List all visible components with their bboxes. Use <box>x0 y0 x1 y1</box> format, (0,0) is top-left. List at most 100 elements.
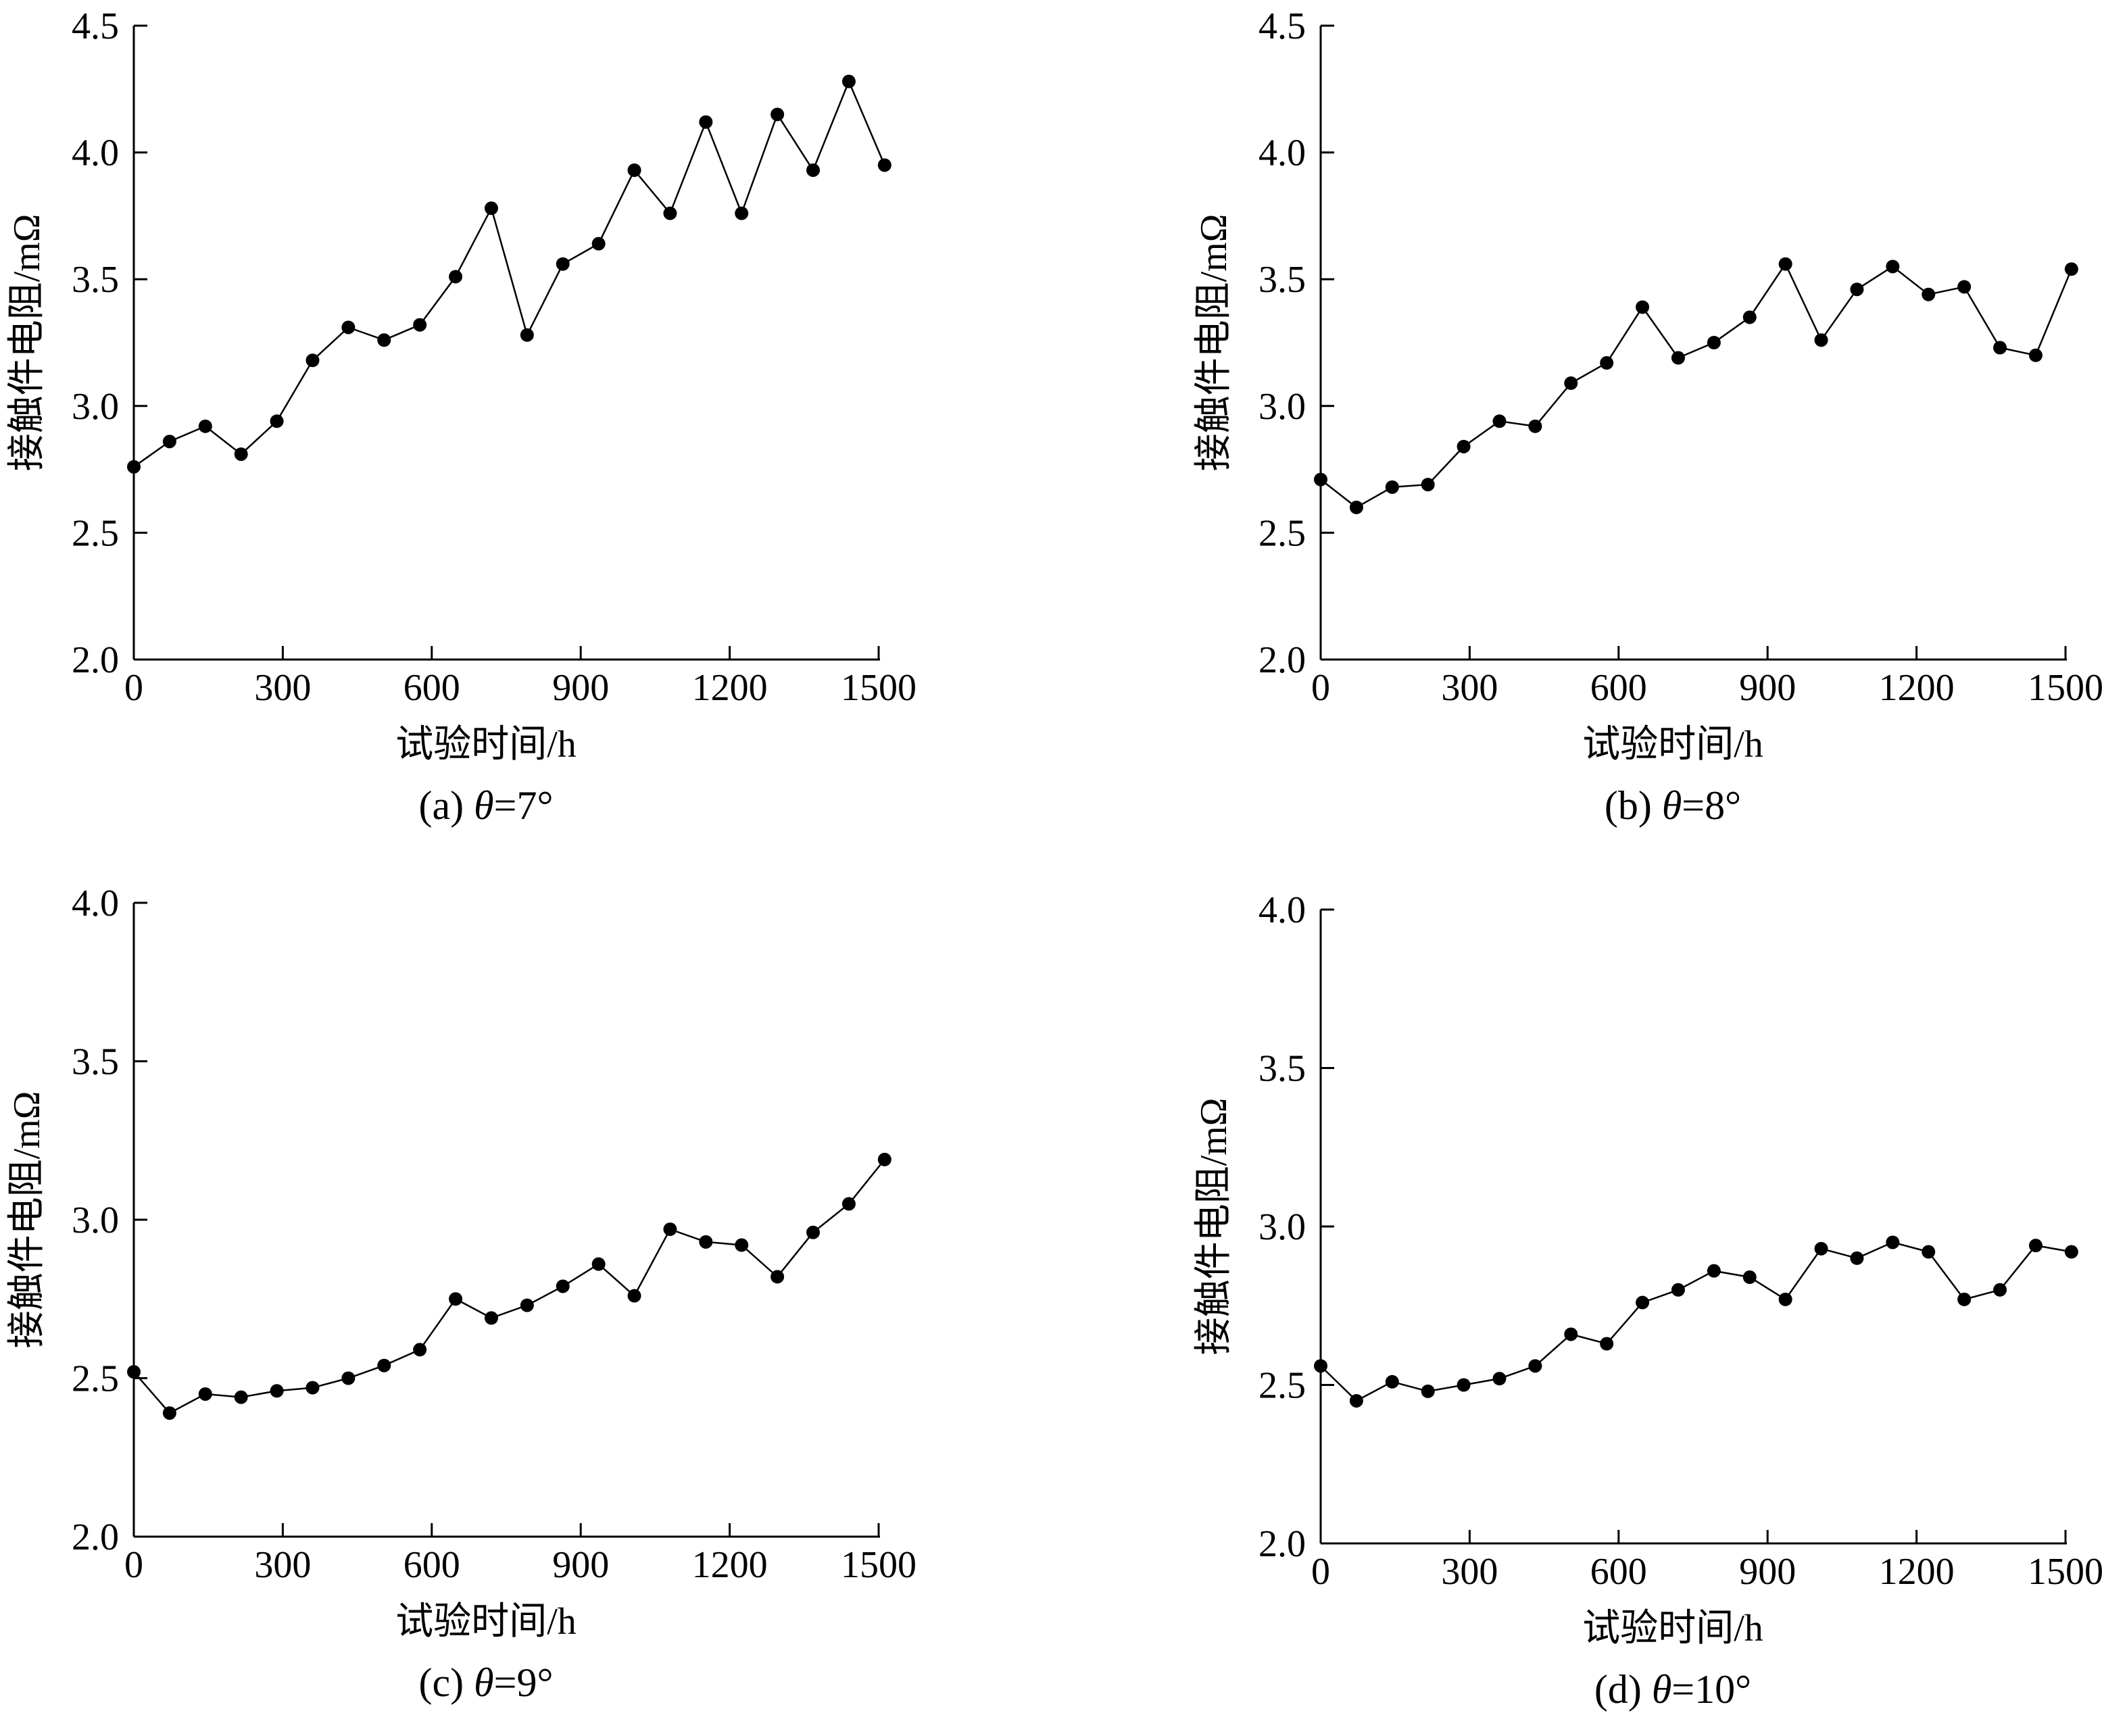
data-point <box>305 353 320 368</box>
data-point <box>1957 280 1972 294</box>
data-point <box>1993 341 2007 355</box>
series-line <box>1320 1241 2072 1402</box>
data-point <box>1385 480 1399 494</box>
x-tick-label: 0 <box>1311 667 1330 709</box>
y-axis-title: 接触件电阻/mΩ <box>6 214 48 472</box>
data-point <box>1349 1393 1363 1408</box>
x-tick-label: 1200 <box>1879 1551 1955 1593</box>
data-point <box>1421 1384 1435 1398</box>
x-tick-label: 900 <box>552 667 609 709</box>
caption-variable: θ <box>1662 783 1682 828</box>
caption-value: =7° <box>494 783 554 828</box>
x-tick-label: 1500 <box>841 667 916 709</box>
data-point <box>377 333 391 347</box>
panel-c: 2.0 2.5 3.0 3.5 4.0 0 300 600 900 1200 1500 试验时间/h 接… <box>6 883 916 1705</box>
x-tick-label: 1200 <box>692 1544 768 1586</box>
x-tick-label: 300 <box>1441 1551 1498 1593</box>
caption-label: (b) <box>1605 783 1662 828</box>
data-point <box>2028 1239 2043 1253</box>
x-axis-title: 试验时间/h <box>395 724 577 766</box>
data-point <box>1922 1245 1936 1259</box>
data-point <box>663 1222 677 1237</box>
data-point <box>556 257 570 271</box>
data-point <box>484 201 498 216</box>
data-point <box>413 1343 427 1357</box>
caption-label: (c) <box>419 1660 474 1705</box>
x-tick-label: 600 <box>404 667 460 709</box>
y-tick-label: 2.0 <box>72 639 119 681</box>
data-point <box>520 1298 534 1312</box>
y-tick-label: 3.5 <box>1258 259 1306 301</box>
data-point <box>806 163 821 177</box>
data-point <box>1636 300 1650 314</box>
data-point <box>1636 1295 1650 1310</box>
x-axis-title: 试验时间/h <box>1582 1608 1763 1650</box>
data-point <box>1742 1270 1757 1285</box>
data-point <box>1600 1337 1614 1351</box>
data-point <box>162 435 176 449</box>
y-tick-label: 2.0 <box>1258 1523 1306 1565</box>
data-point <box>1814 333 1828 347</box>
data-point <box>234 447 248 462</box>
data-point <box>1814 1241 1828 1256</box>
data-point <box>1993 1283 2007 1297</box>
x-tick-label: 1500 <box>2028 667 2102 709</box>
y-tick-label: 2.0 <box>72 1516 119 1558</box>
x-tick-label: 1200 <box>1879 667 1955 709</box>
data-point <box>1492 1372 1507 1386</box>
y-tick-label: 4.0 <box>72 132 119 174</box>
panel-caption: (a) θ=7° <box>419 783 554 828</box>
data-point <box>877 1152 891 1166</box>
caption-variable: θ <box>1652 1667 1671 1712</box>
x-tick-label: 600 <box>1590 1551 1647 1593</box>
data-point <box>1457 439 1471 453</box>
x-tick-label: 300 <box>1441 667 1498 709</box>
caption-value: =10° <box>1671 1667 1751 1712</box>
data-point <box>2064 262 2078 276</box>
data-point <box>198 419 212 433</box>
data-point <box>1922 287 1936 301</box>
x-tick-label: 900 <box>1739 1551 1796 1593</box>
data-point <box>663 206 677 220</box>
data-point <box>1564 376 1578 391</box>
x-tick-label: 300 <box>254 1544 311 1586</box>
x-tick-label: 900 <box>1739 667 1796 709</box>
data-point <box>591 1257 606 1271</box>
data-point <box>341 320 356 334</box>
data-point <box>627 163 641 177</box>
y-tick-label: 4.0 <box>1258 889 1306 931</box>
y-axis-title: 接触件电阻/mΩ <box>1193 214 1235 472</box>
data-point <box>1600 356 1614 370</box>
data-point <box>1671 351 1685 365</box>
caption-variable: θ <box>474 1660 493 1705</box>
x-tick-label: 1200 <box>692 667 768 709</box>
data-point <box>627 1289 641 1303</box>
y-tick-label: 3.0 <box>72 1199 119 1241</box>
data-point <box>1957 1292 1972 1306</box>
y-tick-label: 2.5 <box>72 512 119 554</box>
caption-value: =8° <box>1682 783 1741 828</box>
y-axis-title: 接触件电阻/mΩ <box>6 1091 48 1349</box>
data-point <box>341 1371 356 1385</box>
caption-value: =9° <box>494 1660 554 1705</box>
y-tick-label: 4.0 <box>1258 132 1306 174</box>
data-point <box>735 1238 749 1252</box>
data-point <box>699 1235 713 1249</box>
data-point <box>127 1365 141 1379</box>
data-point <box>520 328 534 342</box>
y-tick-label: 4.5 <box>1258 5 1306 47</box>
series-line <box>1320 262 2072 509</box>
data-point <box>1528 419 1542 433</box>
data-point <box>234 1390 248 1404</box>
data-point <box>1564 1327 1578 1341</box>
panel-caption: (d) θ=10° <box>1594 1667 1751 1712</box>
y-axis-title: 接触件电阻/mΩ <box>1193 1098 1235 1356</box>
y-tick-label: 2.5 <box>1258 512 1306 554</box>
y-tick-label: 3.0 <box>1258 386 1306 428</box>
x-tick-label: 0 <box>1311 1551 1330 1593</box>
data-point <box>877 158 891 172</box>
data-point <box>735 206 749 220</box>
data-point <box>841 74 856 89</box>
y-tick-label: 4.0 <box>72 883 119 924</box>
data-point <box>1850 282 1864 297</box>
